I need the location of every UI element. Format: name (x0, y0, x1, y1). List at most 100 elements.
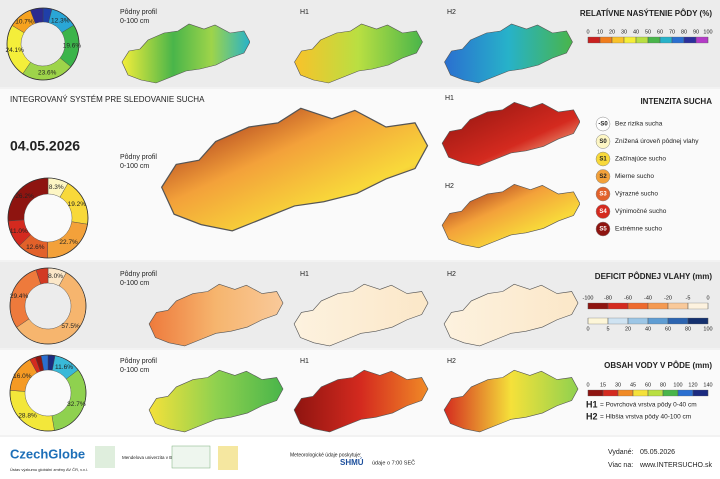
donut-label: 32.7% (67, 401, 86, 408)
colorbar-tick-label: 30 (615, 382, 621, 388)
colorbar-tick-label: -60 (624, 295, 632, 301)
logo: CzechGlobe (10, 446, 85, 461)
map-label: 0-100 cm (120, 163, 149, 170)
panel-title: RELATÍVNE NASÝTENIE PÔDY (%) (580, 9, 713, 18)
footer-bg (0, 437, 720, 479)
legend-swatch (595, 134, 611, 149)
colorbar-cell (587, 317, 609, 325)
legend-code: S3 (599, 192, 607, 198)
issued: 05.05.2026 (640, 449, 675, 456)
legend-text: Znížená úroveň pôdnej vlahy (615, 138, 699, 145)
colorbar-cell (587, 389, 604, 397)
map-label: H1 (445, 95, 454, 102)
colorbar-cell (599, 36, 613, 44)
date: 04.05.2026 (10, 138, 80, 154)
colorbar-cell (632, 389, 649, 397)
map-label: 0-100 cm (120, 367, 149, 374)
map-label: H1 (300, 9, 309, 16)
colorbar-cell (635, 36, 649, 44)
note-key: H2 (586, 411, 598, 421)
legend-swatch (595, 169, 611, 184)
donut-label: 12.6% (26, 244, 45, 251)
colorbar-cell (617, 389, 634, 397)
donut-ring (6, 7, 80, 81)
colorbar-tick-label: 120 (688, 382, 697, 388)
colorbar-tick-label: 80 (685, 326, 691, 332)
colorbar-cell (695, 36, 709, 44)
logo-icon (95, 446, 115, 468)
map-label: 0-100 cm (120, 280, 149, 287)
map-label: Pôdny profil (120, 271, 157, 278)
donut-ring (7, 177, 89, 259)
colorbar-tick-label: 60 (645, 382, 651, 388)
colorbar-cell (662, 389, 679, 397)
map-label: H2 (447, 358, 456, 365)
colorbar-tick-label: -20 (664, 295, 672, 301)
colorbar-tick-label: 80 (681, 29, 687, 35)
legend-code: S1 (599, 157, 607, 163)
colorbar-tick-label: 40 (645, 326, 651, 332)
legend-swatch (595, 204, 611, 219)
legend-code: S4 (599, 209, 607, 215)
colorbar-tick-label: 0 (586, 326, 589, 332)
colorbar-tick-label: 100 (703, 326, 712, 332)
map-label: H2 (447, 271, 456, 278)
legend-code: S2 (599, 174, 607, 180)
legend-text: Výnimočné sucho (615, 208, 667, 215)
panel-title: OBSAH VODY V PÔDE (mm) (604, 361, 712, 370)
map-label: H1 (300, 358, 309, 365)
shmu: SHMÚ (340, 458, 364, 467)
legend-swatch (595, 221, 611, 237)
colorbar-tick-label: 0 (586, 382, 589, 388)
legend-swatch (595, 151, 611, 167)
colorbar-tick-label: -5 (686, 295, 691, 301)
colorbar-tick-label: 60 (665, 326, 671, 332)
legend-code: S0 (599, 139, 607, 145)
note-key: H1 (586, 399, 598, 409)
colorbar-cell (687, 317, 709, 325)
colorbar-cell (687, 302, 709, 310)
logo-sub: Ústav výzkumu globální změny AV ČR, v.v.… (10, 467, 88, 472)
colorbar-tick-label: 30 (621, 29, 627, 35)
colorbar-cell (677, 389, 694, 397)
panel-title: DEFICIT PÔDNEJ VLAHY (mm) (595, 272, 713, 281)
map-label: Pôdny profil (120, 154, 157, 161)
map-label: Pôdny profil (120, 9, 157, 16)
legend-swatch (595, 116, 611, 132)
colorbar-tick-label: 5 (606, 326, 609, 332)
donut-label: 26.2% (15, 193, 34, 200)
logo-icon (171, 445, 211, 469)
more: www.INTERSUCHO.sk (639, 462, 712, 469)
note-text: = Hlbšia vrstva pôdy 40-100 cm (600, 414, 691, 421)
legend-text: Bez rizika sucha (615, 121, 663, 128)
colorbar-cell (611, 36, 625, 44)
donut-label: 19.6% (63, 43, 82, 50)
map-label: H1 (300, 271, 309, 278)
colorbar-cell (587, 302, 609, 310)
donut-label: 23.6% (38, 69, 57, 76)
note-text: = Povrchová vrstva pôdy 0-40 cm (600, 402, 697, 409)
colorbar-cell (667, 302, 689, 310)
colorbar-cell (623, 36, 637, 44)
colorbar-tick-label: 40 (633, 29, 639, 35)
colorbar-tick-label: 50 (645, 29, 651, 35)
map-label: H2 (445, 183, 454, 190)
colorbar-cell (602, 389, 619, 397)
colorbar-tick-label: 20 (609, 29, 615, 35)
donut-label: 22.7% (59, 239, 78, 246)
legend-swatch (595, 186, 611, 202)
donut-ring (9, 354, 87, 432)
donut-label: 8.3% (49, 184, 64, 191)
donut-label: 57.5% (61, 323, 80, 330)
issued-label: Vydané: (608, 449, 633, 456)
colorbar-tick-label: -40 (644, 295, 652, 301)
colorbar-cell (607, 302, 629, 310)
provider: Meteorologické údaje poskytuje: (290, 452, 361, 458)
legend-code: -S0 (598, 122, 608, 128)
colorbar-tick-label: 0 (586, 29, 589, 35)
colorbar-tick-label: 15 (600, 382, 606, 388)
donut-label: 12.3% (51, 17, 70, 24)
colorbar-cell (647, 302, 669, 310)
university: Mendelova univerzita v Brně (122, 455, 179, 460)
map-label: 0-100 cm (120, 18, 149, 25)
